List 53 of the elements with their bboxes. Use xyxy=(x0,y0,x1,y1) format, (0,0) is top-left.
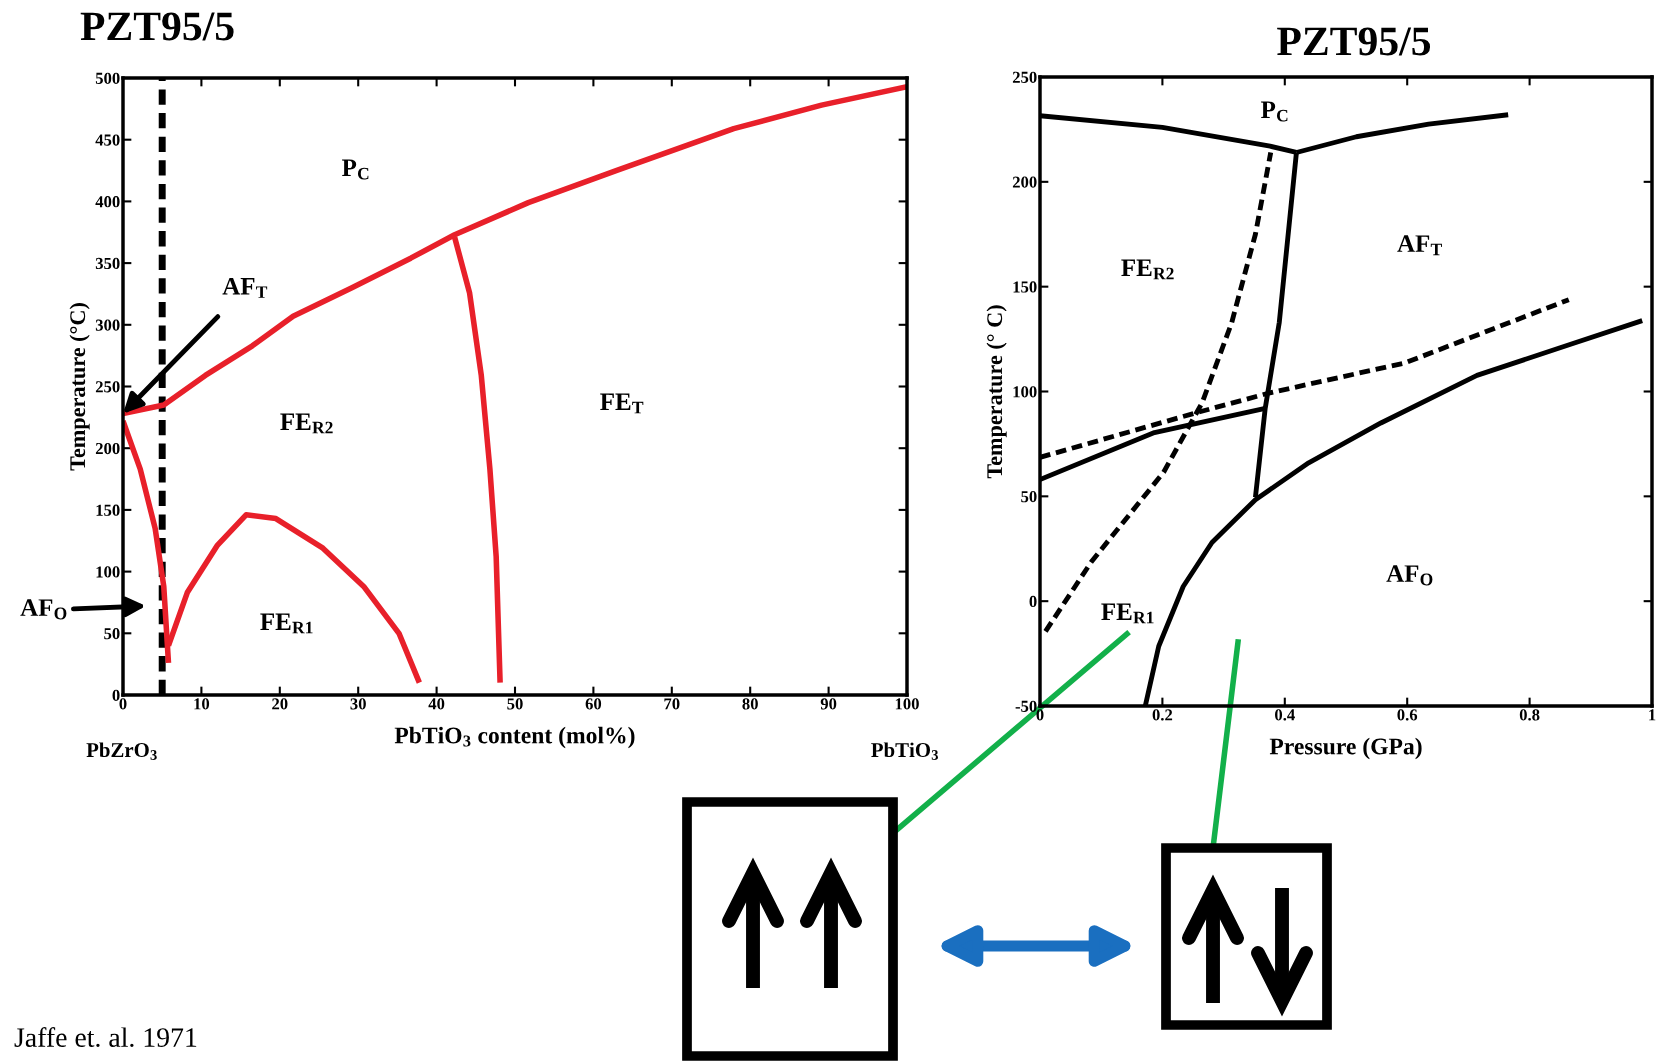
x-tick-label: 50 xyxy=(507,698,523,710)
x-tick-label: 30 xyxy=(350,698,366,710)
chart-title: PZT95/5 xyxy=(80,12,234,41)
x-tick-label: 0.2 xyxy=(1152,709,1173,721)
text: Jaffe et. al. 1971 xyxy=(14,1027,197,1048)
y-axis-title: Temperature (° C) xyxy=(986,305,1007,479)
x-axis-title: Pressure (GPa) xyxy=(1269,737,1422,760)
y-tick-label: 450 xyxy=(95,134,120,146)
y-tick-label: 100 xyxy=(96,566,120,578)
annotation: FE$_{R2}$ xyxy=(280,413,333,434)
annotation: AF$_{T}$ xyxy=(222,277,268,298)
x-tick-label: 1 xyxy=(1649,709,1656,721)
y-tick-label: 0 xyxy=(112,689,120,701)
y-tick-label: 50 xyxy=(104,628,120,640)
text: PbZrO$_{3}$ xyxy=(86,742,157,760)
annotation: FE$_{R1}$ xyxy=(1101,603,1154,624)
y-tick-label: 50 xyxy=(1021,491,1037,503)
y-tick-label: 400 xyxy=(95,196,120,208)
y-tick-label: 300 xyxy=(95,319,120,331)
y-tick-label: 250 xyxy=(1012,71,1037,83)
x-tick-label: 0.6 xyxy=(1397,709,1418,721)
y-tick-label: 0 xyxy=(1029,595,1037,608)
annotation: P$_{C}$ xyxy=(1261,101,1288,122)
y-tick-label: 150 xyxy=(1013,281,1037,293)
annotation: FE$_{R1}$ xyxy=(260,613,313,634)
y-tick-label: 500 xyxy=(95,72,120,84)
y-tick-label: 100 xyxy=(1013,386,1037,398)
annotation: FE$_{R2}$ xyxy=(1121,259,1174,280)
x-tick-label: 60 xyxy=(585,698,602,710)
annotation: P$_{C}$ xyxy=(342,159,369,180)
annotation: AF$_{T}$ xyxy=(1397,235,1442,256)
text: AF$_{O}$ xyxy=(20,599,67,620)
y-tick-label: 150 xyxy=(96,504,120,516)
x-axis-title: PbTiO$_{3}$ content (mol%) xyxy=(394,726,635,749)
y-tick-label: 250 xyxy=(95,381,120,393)
y-tick-label: 200 xyxy=(95,442,120,455)
x-tick-label: 40 xyxy=(428,698,445,710)
chart-title: PZT95/5 xyxy=(1277,27,1431,56)
y-tick-label: -50 xyxy=(1015,700,1037,712)
x-tick-label: 0.4 xyxy=(1275,709,1295,721)
x-tick-label: 80 xyxy=(742,698,758,710)
y-tick-label: 200 xyxy=(1012,176,1037,188)
x-tick-label: 20 xyxy=(272,698,288,710)
x-tick-label: 10 xyxy=(194,698,210,710)
x-tick-label: 0.8 xyxy=(1519,709,1540,721)
y-axis-title: Temperature (°C) xyxy=(69,303,90,471)
x-tick-label: 100 xyxy=(895,698,919,710)
x-tick-label: 70 xyxy=(664,698,680,710)
annotation: FE$_{T}$ xyxy=(600,393,644,414)
y-tick-label: 350 xyxy=(95,257,120,270)
text: PbTiO$_{3}$ xyxy=(871,742,938,760)
x-tick-label: 90 xyxy=(820,698,837,710)
annotation: AF$_{O}$ xyxy=(1386,565,1433,586)
